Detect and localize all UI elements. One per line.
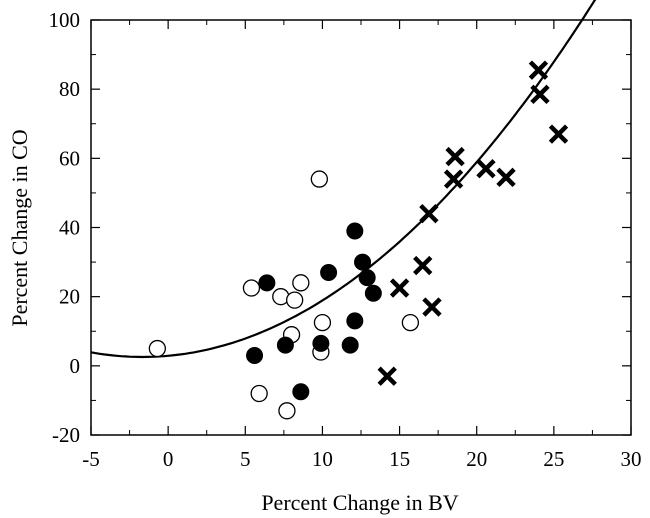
filled-circle-point: [346, 312, 364, 330]
y-tick-labels: -20 0 20 40 60 80 100: [49, 8, 81, 447]
open-circle-point: [401, 313, 420, 332]
filled-circle-point: [276, 336, 294, 354]
x-tick-label: 10: [312, 447, 333, 471]
x-cross-point: [413, 255, 433, 276]
x-tick-label: 15: [389, 447, 410, 471]
filled-circle-point: [358, 269, 376, 287]
filled-circle-point: [292, 383, 310, 401]
open-circle-point: [292, 274, 310, 292]
y-tick-label: 80: [59, 77, 80, 101]
y-tick-label: -20: [52, 423, 80, 447]
y-tick-label: 20: [59, 285, 80, 309]
y-tick-label: 40: [59, 216, 80, 240]
x-tick-label: -5: [82, 447, 100, 471]
filled-circle-point: [320, 263, 338, 281]
x-cross-point: [419, 203, 439, 224]
open-circle-point: [313, 313, 332, 332]
filled-circle-point: [346, 222, 364, 240]
x-cross-point: [445, 146, 465, 167]
open-circle-point: [242, 279, 261, 297]
x-cross-point: [377, 366, 397, 386]
x-tick-label: 0: [163, 447, 174, 471]
filled-circle-point: [258, 274, 276, 292]
x-cross-point: [476, 159, 496, 179]
x-tick-label: 25: [543, 447, 564, 471]
x-cross-point: [496, 167, 516, 188]
filled-circle-point: [364, 284, 382, 302]
x-cross-point: [530, 84, 550, 105]
x-cross-point: [389, 278, 410, 298]
filled-circle-point: [341, 336, 359, 354]
x-cross-point: [443, 169, 464, 189]
x-tick-label: 30: [621, 447, 642, 471]
filled-circle-point: [354, 253, 372, 271]
x-tick-label: 5: [240, 447, 251, 471]
y-axis-title: Percent Change in CO: [7, 129, 32, 326]
filled-circle-point: [312, 334, 330, 352]
open-circle-point: [250, 384, 268, 403]
plot-area: [90, 0, 632, 436]
filled-circle-point: [246, 346, 264, 364]
open-circle-point: [278, 402, 296, 420]
y-tick-label: 100: [49, 8, 81, 32]
x-axis-title: Percent Change in BV: [261, 490, 458, 515]
data-points: [148, 60, 569, 420]
y-tick-label: 60: [59, 146, 80, 170]
x-tick-labels: -5 0 5 10 15 20 25 30: [82, 447, 641, 471]
x-cross-point: [528, 60, 549, 80]
open-circle-point: [148, 339, 166, 358]
open-circle-point: [286, 291, 304, 309]
x-cross-point: [548, 124, 569, 144]
x-tick-label: 20: [466, 447, 487, 471]
open-circle-point: [310, 170, 328, 188]
axis-ticks: [90, 19, 632, 436]
x-cross-point: [422, 297, 442, 317]
fit-curve: [90, 0, 597, 359]
y-tick-label: 0: [70, 354, 81, 378]
